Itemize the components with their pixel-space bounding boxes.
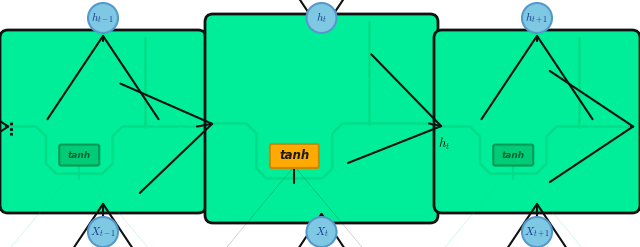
- Text: tanh: tanh: [68, 151, 91, 160]
- FancyBboxPatch shape: [270, 144, 319, 168]
- Text: ···: ···: [4, 118, 19, 135]
- Text: $X_t$: $X_t$: [315, 225, 328, 239]
- Circle shape: [307, 217, 337, 247]
- Text: $h_t$: $h_t$: [316, 11, 327, 25]
- Circle shape: [88, 3, 118, 33]
- Text: tanh: tanh: [502, 151, 525, 160]
- Text: $X_{t+1}$: $X_{t+1}$: [524, 225, 550, 239]
- Circle shape: [307, 3, 337, 33]
- Circle shape: [522, 217, 552, 247]
- FancyBboxPatch shape: [434, 30, 640, 213]
- Text: ···: ···: [637, 118, 640, 135]
- FancyBboxPatch shape: [205, 14, 438, 223]
- Circle shape: [88, 217, 118, 247]
- FancyBboxPatch shape: [60, 144, 99, 165]
- Text: tanh: tanh: [279, 149, 310, 163]
- FancyBboxPatch shape: [493, 144, 533, 165]
- Text: $h_{t+1}$: $h_{t+1}$: [525, 11, 548, 25]
- Circle shape: [522, 3, 552, 33]
- FancyBboxPatch shape: [0, 30, 206, 213]
- Text: $h_t$: $h_t$: [438, 136, 450, 152]
- Text: $h_{t-1}$: $h_{t-1}$: [92, 11, 115, 25]
- Text: $X_{t-1}$: $X_{t-1}$: [90, 225, 116, 239]
